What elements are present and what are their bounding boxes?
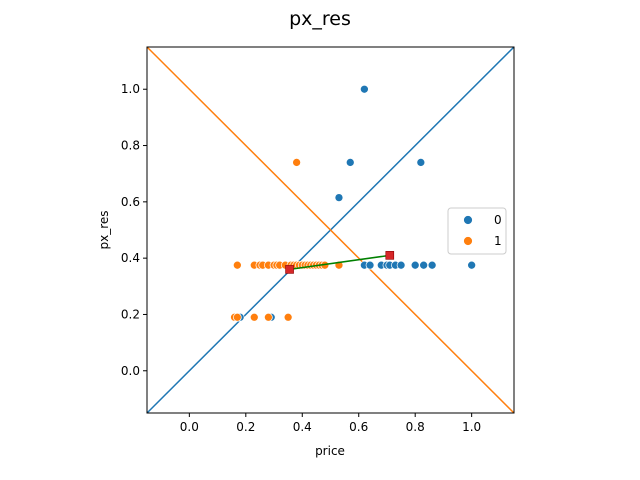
y-tick-label-1: 0.2 bbox=[121, 307, 140, 321]
y-tick-label-4: 0.8 bbox=[121, 139, 140, 153]
legend-label-1: 1 bbox=[494, 234, 502, 248]
x-tick-label-4: 0.8 bbox=[406, 420, 425, 434]
point-series-0-11 bbox=[410, 260, 420, 270]
x-axis-label: price bbox=[315, 444, 345, 458]
legend-box bbox=[447, 207, 507, 255]
legend: 0 1 bbox=[447, 207, 507, 255]
point-series-1-0 bbox=[292, 158, 301, 167]
point-series-0-14 bbox=[467, 260, 477, 270]
point-series-1-25 bbox=[232, 312, 242, 322]
point-series-1-1 bbox=[232, 260, 242, 270]
point-series-0-13 bbox=[427, 260, 437, 270]
reference-lines bbox=[147, 47, 514, 413]
y-axis-label: px_res bbox=[97, 210, 111, 249]
y-axis-ticks: 0.0 0.2 0.4 0.6 0.8 1.0 bbox=[121, 82, 147, 378]
x-tick-label-3: 0.6 bbox=[349, 420, 368, 434]
point-series-0-5 bbox=[365, 260, 375, 270]
legend-marker-1 bbox=[463, 236, 473, 246]
point-series-0-3 bbox=[334, 193, 344, 202]
point-series-0-0 bbox=[360, 84, 369, 94]
point-series-1-27 bbox=[264, 312, 273, 322]
x-tick-label-5: 1.0 bbox=[462, 420, 481, 434]
point-series-1-28 bbox=[283, 312, 293, 322]
centroid-segment bbox=[285, 251, 395, 274]
plot-frame bbox=[146, 46, 515, 414]
y-tick-label-5: 1.0 bbox=[121, 82, 140, 96]
x-axis-ticks: 0.0 0.2 0.4 0.6 0.8 1.0 bbox=[180, 413, 481, 434]
anti-diagonal-line bbox=[147, 47, 514, 413]
centroid-marker-1 bbox=[385, 251, 395, 260]
x-tick-label-2: 0.4 bbox=[293, 420, 312, 434]
y-tick-label-0: 0.0 bbox=[121, 364, 140, 378]
legend-marker-0 bbox=[463, 215, 473, 225]
x-tick-label-1: 0.2 bbox=[236, 420, 255, 434]
plot-area bbox=[146, 46, 515, 414]
x-tick-label-0: 0.0 bbox=[180, 420, 199, 434]
centroid-line bbox=[289, 254, 390, 271]
chart-title: px_res bbox=[289, 8, 351, 30]
point-series-0-1 bbox=[345, 158, 355, 167]
y-tick-label-2: 0.4 bbox=[121, 251, 140, 265]
centroid-marker-0 bbox=[285, 265, 294, 274]
point-series-0-12 bbox=[419, 260, 429, 270]
y-tick-label-3: 0.6 bbox=[121, 195, 140, 209]
legend-label-0: 0 bbox=[494, 213, 502, 227]
point-series-0-10 bbox=[396, 260, 406, 270]
point-series-0-2 bbox=[416, 158, 426, 167]
point-series-1-26 bbox=[249, 312, 259, 322]
